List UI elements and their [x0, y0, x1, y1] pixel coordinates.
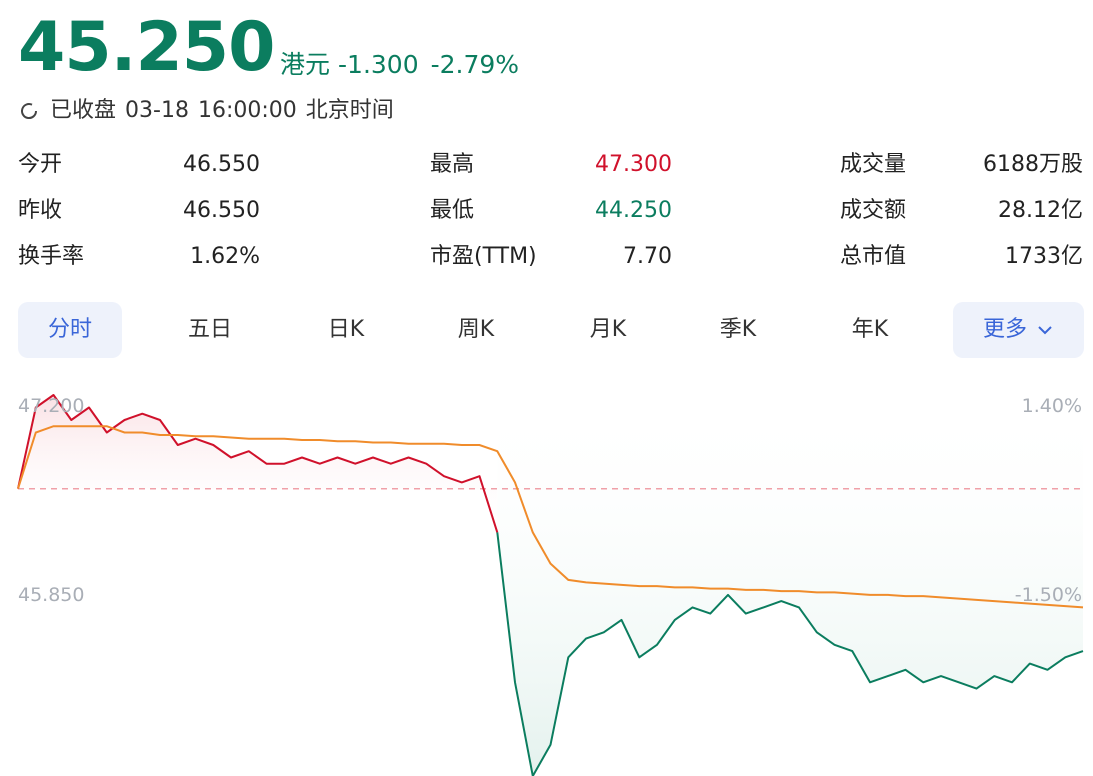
market-status-row: 已收盘 03-18 16:00:00 北京时间 — [18, 95, 403, 127]
y-tick-left-mid: 45.850 — [18, 584, 84, 606]
price-area-up — [18, 395, 498, 533]
price-area-down — [497, 395, 1083, 776]
market-cap-label: 总市值 — [840, 244, 907, 269]
price-change-percent: -2.79% — [430, 50, 520, 79]
volume-label: 成交量 — [840, 152, 907, 177]
refresh-icon[interactable] — [18, 100, 40, 122]
amount-label: 成交额 — [840, 198, 907, 223]
chevron-down-icon — [1038, 326, 1052, 335]
pe-label: 市盈(TTM) — [430, 244, 537, 269]
volume-value: 6188万股 — [983, 152, 1083, 177]
tab-five-day[interactable]: 五日 — [187, 317, 232, 342]
price-line-down — [496, 532, 1084, 776]
amount-value: 28.12亿 — [998, 198, 1083, 223]
prev-close-label: 昨收 — [18, 198, 63, 223]
market-status: 已收盘 — [50, 98, 117, 123]
prev-close-value: 46.550 — [183, 198, 260, 223]
open-label: 今开 — [18, 152, 63, 177]
average-price-line — [17, 425, 1084, 609]
y-tick-right-top: 1.40% — [1022, 395, 1082, 417]
tab-intraday[interactable]: 分时 — [18, 302, 122, 358]
high-label: 最高 — [430, 152, 475, 177]
more-label: 更多 — [982, 317, 1027, 342]
tab-daily-k[interactable]: 日K — [327, 317, 365, 342]
currency-label: 港元 — [280, 50, 331, 79]
low-value: 44.250 — [595, 198, 672, 223]
price-change-row: 港元 -1.300 -2.79% — [280, 48, 531, 82]
pe-value: 7.70 — [623, 244, 672, 269]
quote-timezone: 北京时间 — [305, 98, 394, 123]
quote-time: 16:00:00 — [197, 98, 297, 123]
turnover-rate-value: 1.62% — [190, 244, 260, 269]
price-line-up — [17, 394, 499, 533]
high-value: 47.300 — [595, 152, 672, 177]
price-change: -1.300 — [338, 50, 419, 79]
tab-monthly-k[interactable]: 月K — [589, 317, 627, 342]
turnover-rate-label: 换手率 — [18, 244, 85, 269]
more-button[interactable]: 更多 — [953, 302, 1084, 358]
period-tabs: 分时 五日 日K 周K 月K 季K 年K 更多 — [18, 302, 1084, 358]
quote-date: 03-18 — [125, 98, 189, 123]
tab-yearly-k[interactable]: 年K — [851, 317, 889, 342]
tab-quarterly-k[interactable]: 季K — [719, 317, 757, 342]
low-label: 最低 — [430, 198, 475, 223]
open-value: 46.550 — [183, 152, 260, 177]
market-cap-value: 1733亿 — [1005, 244, 1083, 269]
y-tick-right-mid: -1.50% — [1015, 584, 1082, 606]
intraday-chart[interactable]: 47.200 45.850 1.40% -1.50% — [0, 375, 1093, 776]
last-price: 45.250 — [18, 8, 275, 87]
tab-weekly-k[interactable]: 周K — [457, 317, 495, 342]
y-tick-left-top: 47.200 — [18, 395, 84, 417]
